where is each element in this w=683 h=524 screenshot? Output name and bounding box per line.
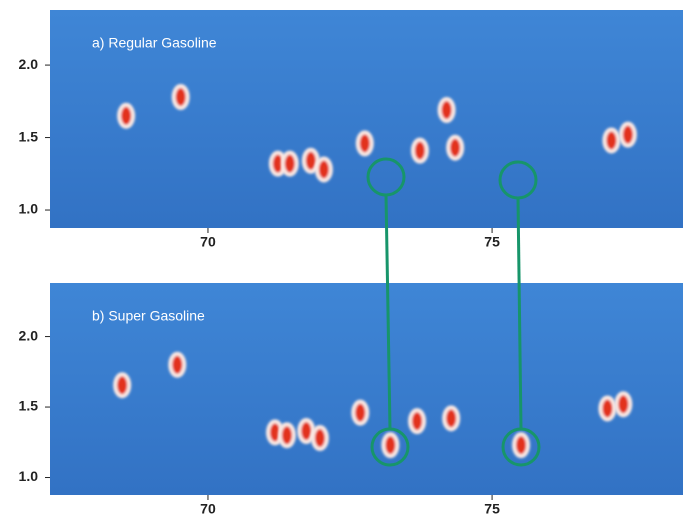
spot xyxy=(408,408,427,435)
plot-area xyxy=(50,283,683,495)
plot-area xyxy=(50,10,683,228)
spot xyxy=(602,127,621,154)
spot xyxy=(618,121,637,148)
panel-title: a) Regular Gasoline xyxy=(92,35,217,51)
x-tick-label: 75 xyxy=(484,501,500,517)
spot xyxy=(512,432,531,459)
panel: 1.0 1.5 2.0 70 75 b) Super Gasoline xyxy=(19,283,683,517)
spot xyxy=(171,83,190,110)
connector xyxy=(516,197,523,430)
y-tick-label: 2.0 xyxy=(19,56,39,72)
spot xyxy=(168,351,187,378)
x-tick-label: 70 xyxy=(200,501,216,517)
spot xyxy=(355,130,374,157)
connector xyxy=(384,194,392,430)
spot xyxy=(381,432,400,459)
spot xyxy=(310,425,329,452)
spot xyxy=(598,395,617,422)
y-tick-label: 1.5 xyxy=(19,128,39,144)
y-tick-label: 2.0 xyxy=(19,327,39,343)
panel: 1.0 1.5 2.0 70 75 a) Regular Gasoline xyxy=(19,10,683,250)
spot xyxy=(442,405,461,432)
y-tick-label: 1.0 xyxy=(19,201,39,217)
y-tick-label: 1.5 xyxy=(19,398,39,414)
spot xyxy=(437,97,456,124)
spot xyxy=(446,134,465,161)
spot xyxy=(410,137,429,164)
spot xyxy=(314,156,333,183)
annotation xyxy=(366,157,541,467)
spot xyxy=(117,102,136,129)
spot xyxy=(614,391,633,418)
y-tick-label: 1.0 xyxy=(19,468,39,484)
spot xyxy=(113,372,132,399)
spot xyxy=(277,422,296,449)
x-tick-label: 70 xyxy=(200,234,216,250)
panel-title: b) Super Gasoline xyxy=(92,308,205,324)
spot xyxy=(280,150,299,177)
x-tick-label: 75 xyxy=(484,234,500,250)
spot xyxy=(351,399,370,426)
